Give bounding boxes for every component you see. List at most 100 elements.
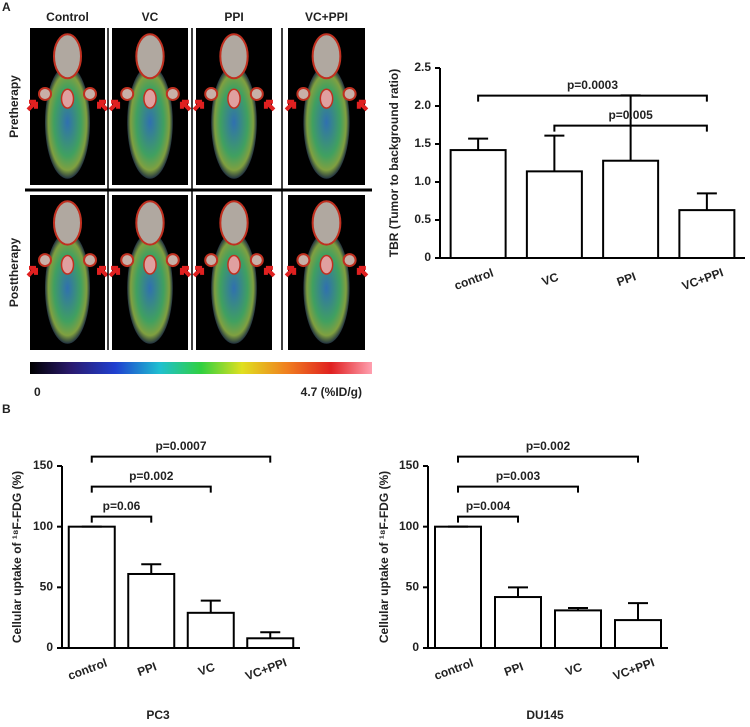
significance-bracket xyxy=(457,485,579,493)
hot-spot xyxy=(319,254,334,275)
colorbar-label: 0 xyxy=(34,385,41,399)
arrow xyxy=(26,99,38,112)
x-tick-label: control xyxy=(66,656,109,683)
y-tick-label: 0.5 xyxy=(414,212,431,226)
bar xyxy=(602,159,660,259)
error-bar xyxy=(200,599,221,613)
x-tick-label: control xyxy=(432,656,475,683)
bar xyxy=(525,170,583,259)
bar xyxy=(449,149,507,259)
arrow xyxy=(284,99,297,112)
x-tick-label: VC+PPI xyxy=(611,655,656,683)
tumor xyxy=(165,86,180,101)
significance-bracket xyxy=(90,455,272,463)
mouse-head xyxy=(219,200,249,246)
x-tick-label: VC xyxy=(196,660,217,679)
column-label: VC xyxy=(142,10,159,24)
tumor xyxy=(204,253,219,268)
y-tick-label: 2.0 xyxy=(414,98,431,112)
bar xyxy=(127,572,176,650)
tumor xyxy=(120,86,135,101)
error-bar xyxy=(628,602,648,621)
error-bar xyxy=(260,631,281,639)
tumor xyxy=(38,86,52,101)
mouse-head xyxy=(135,33,165,80)
hot-spot xyxy=(60,88,75,109)
mouse-body xyxy=(211,232,257,344)
error-bar xyxy=(620,94,641,161)
chart-subtitle: PC3 xyxy=(146,708,170,722)
mouse-body xyxy=(127,65,173,179)
arrow xyxy=(26,265,38,278)
tumor xyxy=(165,253,180,268)
x-tick-label: VC xyxy=(563,660,584,679)
y-axis-label: TBR (Tumor to background ratio) xyxy=(387,69,401,257)
arrow xyxy=(356,265,369,278)
bar xyxy=(494,596,542,649)
colorbar xyxy=(30,362,372,374)
y-tick-label: 1.5 xyxy=(414,136,431,150)
y-tick-label: 150 xyxy=(399,458,419,472)
p-value: p=0.005 xyxy=(608,108,653,122)
hot-spot xyxy=(227,88,241,109)
tumor xyxy=(38,253,52,268)
p-value: p=0.004 xyxy=(466,499,511,513)
error-bar xyxy=(544,134,565,172)
y-axis-label: Cellular uptake of ¹⁸F-FDG (%) xyxy=(377,471,391,643)
error-bar xyxy=(468,137,489,151)
mouse-head xyxy=(53,200,82,246)
mouse-body xyxy=(45,65,90,179)
column-label: Control xyxy=(46,10,89,24)
mouse-head xyxy=(311,200,342,246)
tumor xyxy=(83,86,97,101)
tumor xyxy=(342,86,357,101)
x-tick-label: VC+PPI xyxy=(243,655,288,683)
hot-spot xyxy=(143,254,157,275)
x-tick-label: VC xyxy=(540,270,561,289)
significance-bracket xyxy=(90,515,153,523)
arrow xyxy=(192,265,205,278)
tumor xyxy=(342,253,357,268)
arrow xyxy=(108,99,121,112)
p-value: p=0.002 xyxy=(129,469,174,483)
tumor xyxy=(296,86,311,101)
x-tick-label: PPI xyxy=(135,659,158,679)
y-tick-label: 2.5 xyxy=(414,60,431,74)
hot-spot xyxy=(143,88,157,109)
p-value: p=0.06 xyxy=(103,499,141,513)
chart-subtitle: DU145 xyxy=(526,708,564,722)
mouse-body xyxy=(303,65,350,179)
y-tick-label: 150 xyxy=(33,458,53,472)
colorbar-label: 4.7 (%ID/g) xyxy=(301,385,362,399)
p-value: p=0.0003 xyxy=(567,78,618,92)
x-tick-label: PPI xyxy=(502,659,525,679)
tumor xyxy=(120,253,135,268)
panel-label: A xyxy=(2,0,11,14)
bar xyxy=(186,611,235,650)
y-tick-label: 0 xyxy=(412,640,419,654)
mouse-head xyxy=(219,33,249,80)
arrow xyxy=(356,99,369,112)
bar xyxy=(554,609,602,649)
mouse-head xyxy=(53,33,82,80)
tumor xyxy=(204,86,219,101)
arrow xyxy=(108,265,121,278)
x-tick-label: PPI xyxy=(615,269,638,289)
mouse-body xyxy=(211,65,257,179)
mouse-body xyxy=(45,232,90,344)
arrow xyxy=(97,265,109,278)
row-label: Posttherapy xyxy=(7,238,21,308)
arrow xyxy=(263,265,276,278)
y-tick-label: 0 xyxy=(46,640,53,654)
y-tick-label: 100 xyxy=(399,519,419,533)
error-bar xyxy=(508,586,528,598)
mouse-body xyxy=(303,232,350,344)
mouse-head xyxy=(311,33,342,80)
y-tick-label: 1.0 xyxy=(414,174,431,188)
significance-bracket xyxy=(457,515,519,523)
p-value: p=0.0007 xyxy=(155,439,206,453)
hot-spot xyxy=(227,254,241,275)
bar xyxy=(678,209,736,259)
significance-bracket xyxy=(553,124,708,132)
